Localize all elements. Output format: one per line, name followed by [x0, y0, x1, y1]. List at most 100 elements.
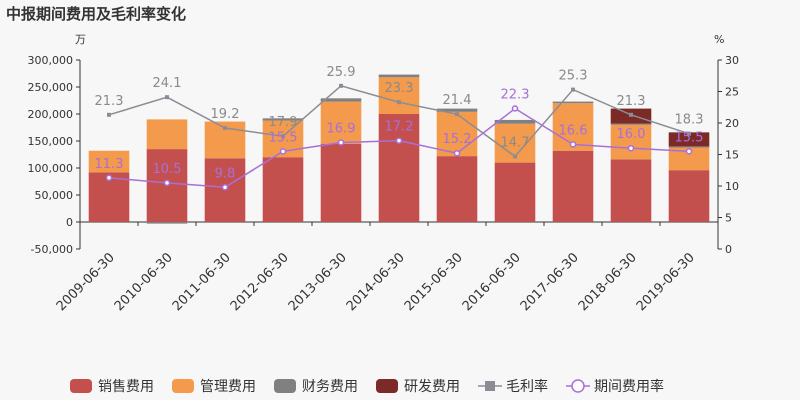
legend-label: 财务费用 [302, 379, 358, 395]
gross-margin-point [107, 112, 111, 117]
gross-margin-point [629, 112, 633, 117]
right-tick-label: 5 [725, 212, 732, 225]
line-series [105, 83, 693, 191]
bar-segment [146, 119, 188, 150]
bar-segment [610, 124, 652, 160]
legend-item[interactable]: 销售费用 [70, 379, 154, 395]
bar-segment [262, 157, 304, 222]
gross-margin-label: 21.3 [617, 94, 646, 109]
period-rate-label: 9.8 [215, 166, 236, 181]
bar-segment [320, 143, 362, 222]
bar-segment [320, 98, 362, 102]
period-rate-label: 11.3 [95, 157, 124, 172]
bar-segment [668, 147, 710, 171]
period-rate-point [627, 144, 635, 152]
legend-swatch [376, 379, 398, 393]
x-tick-label: 2011-06-30 [170, 250, 234, 314]
legend-label: 管理费用 [200, 379, 256, 395]
legend-label: 期间费用率 [594, 378, 664, 395]
x-tick-label: 2013-06-30 [286, 250, 350, 314]
left-tick-label: -50,000 [31, 243, 73, 256]
bar-segment [378, 77, 420, 114]
gross-margin-point [223, 126, 227, 131]
right-tick-label: 30 [725, 54, 739, 67]
period-rate-point [685, 148, 693, 155]
left-axis-unit: 万 [75, 33, 86, 46]
right-axis-unit: % [714, 33, 724, 46]
gross-margin-label: 17.9 [269, 115, 298, 130]
left-tick-label: 300,000 [28, 54, 74, 67]
period-rate-point [279, 148, 287, 155]
gross-margin-label: 25.3 [559, 69, 588, 84]
x-tick-label: 2012-06-30 [228, 250, 292, 314]
gross-margin-label: 24.1 [153, 76, 182, 91]
data-labels: 21.3 24.1 19.2 17.9 25.9 23.3 21.4 14.7 25.3 21.3… [95, 65, 704, 181]
chart-title: 中报期间费用及毛利率变化 [6, 5, 186, 23]
legend-item[interactable]: 财务费用 [274, 379, 358, 395]
x-tick-label: 2014-06-30 [344, 250, 408, 314]
legend-label: 销售费用 [98, 379, 154, 395]
gross-margin-label: 23.3 [385, 81, 414, 96]
period-rate-label: 22.3 [501, 88, 530, 103]
period-rate-point [337, 139, 345, 146]
gross-margin-point [513, 154, 517, 159]
left-tick-label: 250,000 [28, 81, 74, 94]
period-rate-label: 16.9 [327, 122, 356, 137]
bar-segment [436, 111, 478, 157]
period-rate-point [569, 141, 577, 148]
legend-label: 研发费用 [404, 379, 460, 395]
legend-label: 毛利率 [506, 378, 548, 395]
x-tick-label: 2015-06-30 [402, 250, 466, 314]
left-tick-label: 50,000 [35, 189, 74, 202]
period-rate-label: 10.5 [153, 162, 182, 177]
period-rate-point [163, 179, 171, 187]
period-rate-label: 15.5 [675, 130, 704, 145]
bar-series [88, 74, 710, 224]
gross-margin-label: 14.7 [501, 135, 530, 150]
period-rate-point [105, 174, 113, 182]
right-tick-label: 15 [725, 149, 739, 162]
period-rate-label: 15.5 [269, 130, 298, 145]
bar-segment [494, 162, 536, 222]
gross-margin-label: 18.3 [675, 113, 704, 128]
x-tick-label: 2017-06-30 [518, 250, 582, 314]
bar-segment [552, 101, 594, 104]
gross-margin-point [339, 83, 343, 88]
bar-segment [610, 123, 652, 125]
bar-segment [146, 222, 188, 224]
gross-margin-point [571, 87, 575, 92]
period-rate-point [221, 184, 229, 191]
legend-item[interactable]: 管理费用 [172, 379, 256, 395]
legend-marker [485, 381, 495, 391]
gross-margin-point [165, 95, 169, 100]
gross-margin-point [281, 134, 285, 139]
legend-item[interactable]: 研发费用 [376, 379, 460, 395]
period-rate-label: 16.6 [559, 123, 588, 138]
period-rate-label: 17.2 [385, 120, 414, 135]
bar-segment [436, 108, 478, 112]
bar-segment [320, 101, 362, 144]
gross-margin-label: 19.2 [211, 107, 240, 122]
legend-swatch [172, 379, 194, 393]
gross-margin-label: 25.9 [327, 65, 356, 80]
bar-segment [378, 114, 420, 222]
legend-marker [571, 379, 585, 393]
legend[interactable]: 销售费用 管理费用 财务费用 研发费用 毛利率 期间费用率 [70, 378, 664, 395]
legend-item[interactable]: 期间费用率 [566, 378, 664, 395]
legend-swatch [274, 379, 296, 393]
left-tick-label: 200,000 [28, 108, 74, 121]
period-rate-point [453, 149, 461, 157]
legend-item[interactable]: 毛利率 [478, 378, 548, 395]
x-tick-label: 2010-06-30 [112, 250, 176, 314]
right-tick-label: 0 [725, 243, 732, 256]
x-tick-label: 2016-06-30 [460, 250, 524, 314]
bar-segment [668, 170, 710, 222]
bar-segment [668, 132, 710, 147]
bar-segment [668, 146, 710, 148]
bar-segment [552, 150, 594, 222]
bar-segment [378, 74, 420, 78]
left-tick-label: 150,000 [28, 135, 74, 148]
x-tick-label: 2009-06-30 [54, 250, 118, 314]
right-tick-label: 10 [725, 180, 739, 193]
